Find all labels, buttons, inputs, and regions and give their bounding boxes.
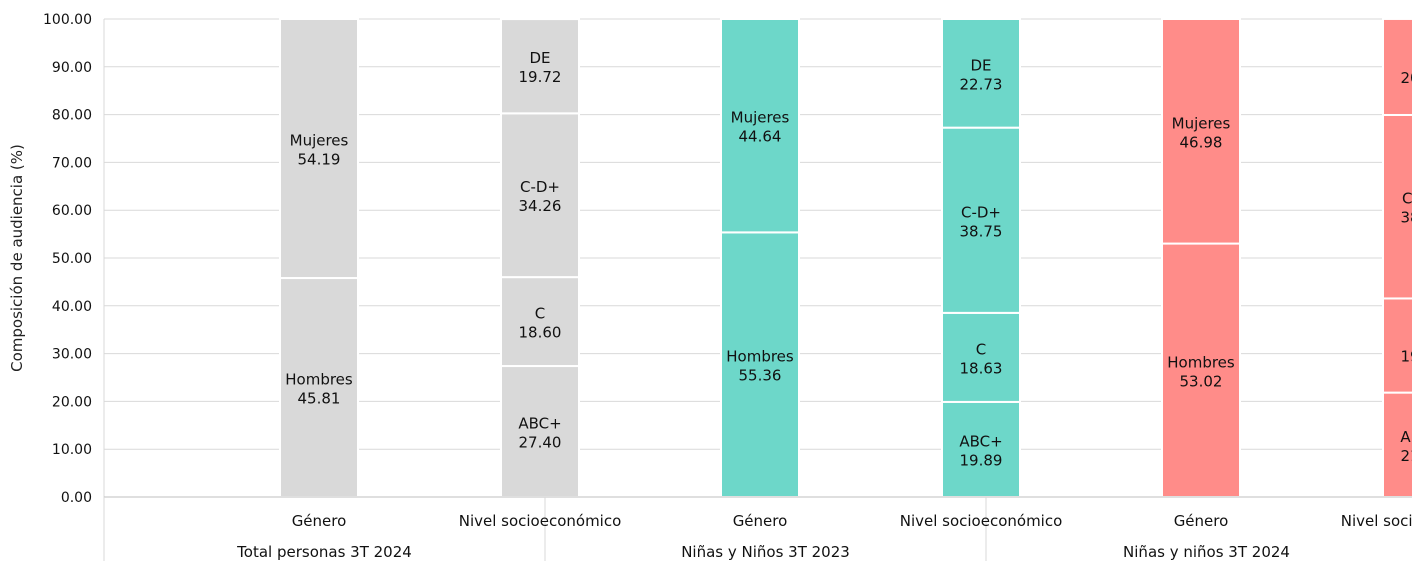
segment-value-label: 38.38 [1401,209,1412,227]
y-tick-label: 80.00 [52,108,92,124]
x-axis: Género Nivel socioeconómico Total personas… [103,496,1412,561]
y-tick-label: 60.00 [52,203,92,219]
y-tick-label: 0.00 [61,490,92,506]
segment-label: DE [970,56,991,74]
y-tick-label: 100.00 [43,12,92,28]
bar-segment-mujeres [720,18,800,234]
group-label: Niñas y Niños 3T 2023 [681,543,850,561]
segment-value-label: 22.73 [960,75,1003,93]
bars: Hombres45.81Mujeres54.19ABC+27.40C18.60C… [279,17,1412,499]
bar-segment-c-d- [1382,113,1412,300]
segment-label: C-D+ [1402,190,1412,208]
y-tick-label: 40.00 [52,299,92,315]
bar-segment-mujeres [279,18,359,280]
segment-value-label: 20.09 [1401,69,1412,87]
segment-label: C [535,305,545,323]
category-label: Nivel socioeconómico [1341,512,1412,530]
segment-label: Hombres [1167,353,1235,371]
segment-label: ABC+ [518,415,561,433]
segment-label: ABC+ [1400,428,1412,446]
segment-value-label: 19.72 [519,68,562,86]
bar-segment-c [941,311,1021,403]
bar-segment-mujeres [1161,18,1241,245]
bar-segment-c [500,276,580,368]
bar-segment-c [1382,297,1412,394]
y-tick-labels: 0.00 10.00 20.00 30.00 40.00 50.00 60.00 70.00 8… [43,12,92,506]
segment-label: C [976,340,986,358]
y-tick-label: 50.00 [52,251,92,267]
bar-segment-c-d- [500,112,580,279]
y-tick-label: 90.00 [52,60,92,76]
segment-value-label: 18.60 [519,324,562,342]
category-label: Género [733,512,788,530]
bar-segment-abc- [1382,391,1412,498]
segment-value-label: 34.26 [519,197,562,215]
category-label: Género [292,512,347,530]
bar-segment-de [941,18,1021,129]
segment-value-label: 18.63 [960,359,1003,377]
segment-value-label: 27.40 [519,434,562,452]
segment-label: C-D+ [961,203,1001,221]
y-axis-title: Composición de audiencia (%) [8,144,26,372]
category-label: Nivel socioeconómico [900,512,1063,530]
bar-segment-hombres [1161,242,1241,498]
segment-label: Mujeres [1172,114,1231,132]
segment-value-label: 46.98 [1180,133,1223,151]
segment-label: C-D+ [520,178,560,196]
segment-value-label: 19.70 [1401,348,1412,366]
segment-label: Hombres [726,348,794,366]
y-tick-label: 30.00 [52,347,92,363]
segment-label: DE [529,49,550,67]
group-label: Niñas y niños 3T 2024 [1123,543,1290,561]
group-label: Total personas 3T 2024 [236,543,412,561]
segment-value-label: 38.75 [960,222,1003,240]
bar-segment-abc- [941,400,1021,499]
segment-label: Mujeres [731,109,790,127]
segment-value-label: 53.02 [1180,372,1223,390]
segment-value-label: 21.84 [1401,447,1412,465]
segment-value-label: 19.89 [960,451,1003,469]
bar-segment-hombres [279,277,359,498]
segment-label: Mujeres [290,132,349,150]
segment-value-label: 55.36 [739,367,782,385]
category-label: Nivel socioeconómico [459,512,622,530]
y-tick-label: 20.00 [52,394,92,410]
bar-segment-de [500,18,580,115]
segment-value-label: 44.64 [739,128,782,146]
segment-label: Hombres [285,371,353,389]
y-tick-label: 10.00 [52,442,92,458]
category-label: Género [1174,512,1229,530]
segment-value-label: 54.19 [298,151,341,169]
segment-value-label: 45.81 [298,390,341,408]
y-tick-label: 70.00 [52,155,92,171]
bar-segment-de [1382,17,1412,116]
bar-segment-hombres [720,231,800,498]
segment-label: ABC+ [959,432,1002,450]
